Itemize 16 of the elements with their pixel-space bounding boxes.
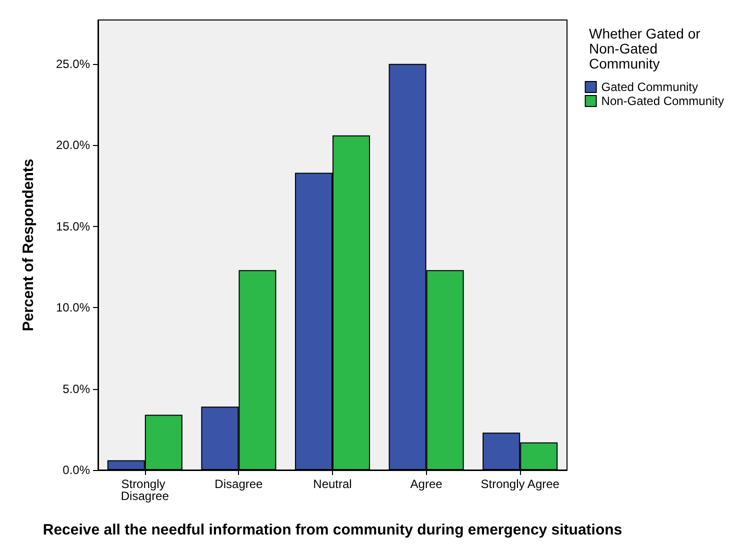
x-tick-label: Neutral [313,477,352,491]
y-tick-label: 15.0% [56,219,90,234]
y-tick-label: 20.0% [56,138,90,152]
x-tick-label: Strongly Disagree [120,477,170,503]
legend-label: Gated Community [601,80,698,94]
x-axis-title: Receive all the needful information from community during emergency situations [42,522,622,538]
y-tick-label: 10.0% [56,300,90,315]
x-tick-label: Strongly Agree [480,477,560,491]
x-tick-label: Agree [410,477,443,491]
legend-label: Non-Gated Community [601,94,724,108]
y-tick-label: 5.0% [62,382,90,396]
y-tick-label: 0.0% [62,463,90,477]
y-axis-title: Percent of Respondents [20,158,37,332]
y-tick-label: 25.0% [56,56,90,71]
legend-title: Whether Gated or Non-Gated Community [589,26,704,72]
x-tick-label: Disagree [214,477,264,491]
